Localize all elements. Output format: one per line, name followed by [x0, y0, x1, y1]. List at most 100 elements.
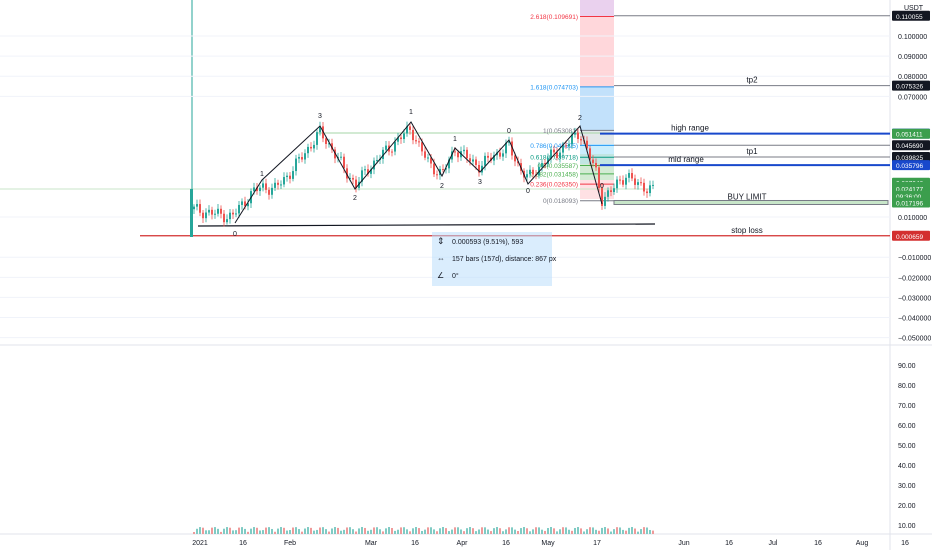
volume-bar [622, 529, 624, 534]
candle-body [325, 138, 327, 144]
volume-bar [280, 527, 282, 534]
candle-body [214, 213, 216, 215]
volume-bar [520, 528, 522, 534]
candle-body [274, 182, 276, 188]
volume-bar [523, 527, 525, 534]
volume-bar [328, 531, 330, 534]
wave-label: 0 [600, 183, 604, 190]
volume-bar [229, 527, 231, 534]
candle-body [631, 173, 633, 179]
volume-bar [616, 527, 618, 534]
volume-bar [421, 530, 423, 534]
candle-body [292, 171, 294, 179]
time-tick-label: Jul [769, 540, 778, 547]
volume-bar [238, 527, 240, 534]
candle-body [529, 169, 531, 175]
volume-bar [385, 528, 387, 534]
time-tick-label: 16 [725, 540, 733, 547]
volume-bar [208, 530, 210, 534]
price-badge-label: 0.024177 [896, 186, 923, 193]
fib-label: 0(0.018093) [543, 198, 578, 205]
time-tick-label: 16 [901, 540, 909, 547]
volume-bar [388, 527, 390, 534]
candle-body [376, 160, 378, 162]
price-badge-label: 0.039825 [896, 155, 923, 162]
volume-bar [487, 529, 489, 534]
volume-bar [295, 527, 297, 534]
currency-label: USDT [904, 5, 924, 12]
candle-body [409, 126, 411, 130]
candle-body [568, 144, 570, 147]
volume-bar [262, 530, 264, 534]
candle-body [400, 137, 402, 140]
volume-bar [298, 529, 300, 534]
time-axis-ticks[interactable]: 2021 16 Feb Mar 16 Apr 16 May 17 Jun 16 Jul 16 Aug 16 [192, 540, 909, 547]
measure-box: ⇕ 0.000593 (9.51%), 593 ⇔ 157 bars (157d… [432, 232, 557, 286]
candle-body [646, 191, 648, 194]
volume-bar [403, 527, 405, 534]
fib-zone-lightblue [580, 144, 614, 154]
candle-body [532, 169, 534, 175]
candle-body [499, 152, 501, 157]
wave-line [234, 121, 603, 224]
volume-bar [532, 529, 534, 534]
candle-body [235, 213, 237, 215]
volume-bar [346, 527, 348, 534]
candle-body [253, 187, 255, 192]
volume-bar [583, 531, 585, 534]
candle-body [484, 155, 486, 166]
candle-body [643, 182, 645, 192]
volume-bar [571, 530, 573, 534]
price-badge [892, 152, 930, 163]
volume-bar [601, 527, 603, 534]
volume-tick-label: 60.00 [898, 423, 916, 430]
candle-body [469, 158, 471, 162]
volume-tick-label: 50.00 [898, 443, 916, 450]
candle-body [304, 153, 306, 160]
price-badge-label: 0.045690 [896, 143, 923, 150]
volume-bar [619, 527, 621, 534]
volume-bar [397, 529, 399, 534]
volume-tick-label: 40.00 [898, 463, 916, 470]
volume-bar [484, 527, 486, 534]
candle-body [517, 161, 519, 164]
candle-body [442, 169, 444, 171]
volume-bar [289, 530, 291, 534]
volume-bar [478, 529, 480, 534]
volume-bar [199, 527, 201, 534]
volume-bar [361, 527, 363, 534]
price-badge-label: 0.000659 [896, 234, 923, 241]
price-tick-label: 0.100000 [898, 34, 927, 41]
candle-body [433, 163, 435, 175]
volume-bar [412, 528, 414, 534]
candle-body [385, 145, 387, 150]
candle-body [541, 163, 543, 167]
candle-body [316, 132, 318, 145]
volume-bar [373, 527, 375, 534]
price-badges: 0.1100550.0753260.0514500.0514110.045690… [892, 10, 930, 241]
candle-body [421, 142, 423, 152]
candle-body [427, 157, 429, 159]
candle-body [550, 149, 552, 159]
candle-body [382, 149, 384, 159]
candle-body [508, 141, 510, 143]
volume-bar [646, 527, 648, 534]
time-tick-label: 16 [239, 540, 247, 547]
candle-body [394, 141, 396, 152]
candle-body [598, 167, 600, 189]
volume-bar [316, 529, 318, 534]
volume-bar [430, 527, 432, 534]
measure-bars-icon: ⇔ [437, 254, 445, 263]
volume-bar [247, 531, 249, 534]
fib-label: 0.382(0.031458) [530, 171, 578, 178]
candle-body [640, 182, 642, 184]
volume-bar [457, 527, 459, 534]
candle-body [238, 204, 240, 214]
fib-zone-purple [580, 0, 614, 17]
candle-body [445, 168, 447, 170]
candle-body [565, 145, 567, 147]
candle-body [283, 177, 285, 185]
candle-body [271, 187, 273, 195]
wave-label: 2 [440, 183, 444, 190]
